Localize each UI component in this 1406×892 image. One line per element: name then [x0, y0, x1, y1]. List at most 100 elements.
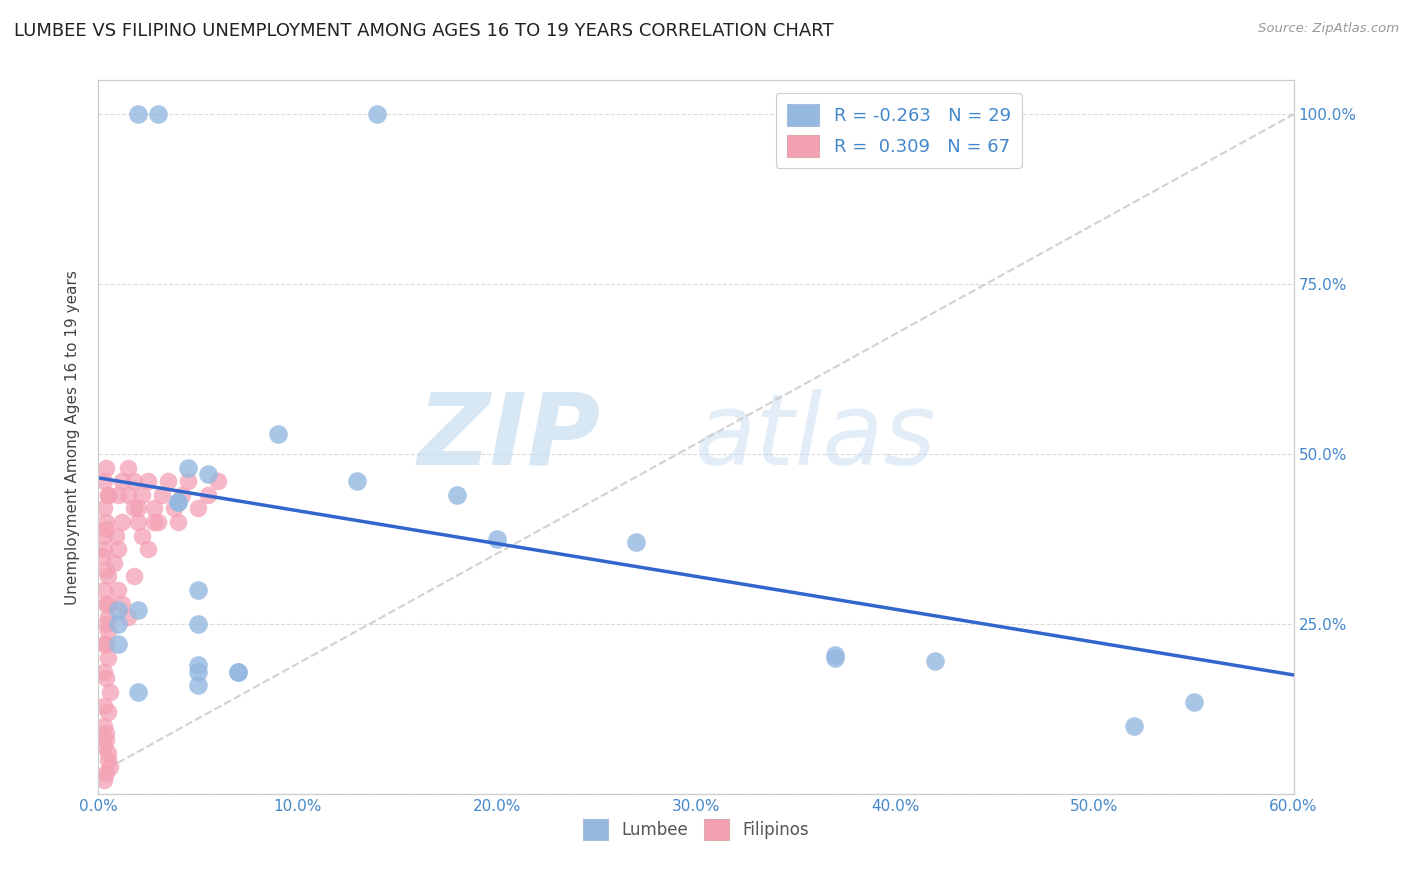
Point [93, 528, 115, 542]
Point [93, 475, 115, 489]
Point [93, 698, 115, 713]
Point [485, 532, 508, 546]
Point [96, 563, 118, 577]
Point [97, 488, 120, 502]
Point [150, 488, 173, 502]
Point [96, 671, 118, 685]
Point [167, 494, 190, 508]
Point [96, 460, 118, 475]
Point [93, 542, 115, 557]
Point [117, 610, 139, 624]
Point [96, 637, 118, 651]
Point [107, 542, 129, 557]
Point [96, 522, 118, 536]
Point [163, 501, 186, 516]
Point [626, 535, 648, 549]
Point [136, 542, 159, 557]
Point [107, 582, 129, 597]
Point [117, 460, 139, 475]
Point [91, 549, 114, 563]
Point [97, 746, 120, 760]
Point [226, 665, 249, 679]
Point [187, 617, 209, 632]
Point [187, 657, 209, 672]
Point [177, 475, 200, 489]
Point [124, 569, 146, 583]
Point [93, 773, 115, 788]
Point [1123, 719, 1146, 733]
Point [97, 488, 120, 502]
Point [1182, 695, 1205, 709]
Point [267, 426, 290, 441]
Point [127, 515, 149, 529]
Point [93, 739, 115, 754]
Point [111, 515, 134, 529]
Legend: Lumbee, Filipinos: Lumbee, Filipinos [576, 813, 815, 847]
Point [107, 603, 129, 617]
Y-axis label: Unemployment Among Ages 16 to 19 years: Unemployment Among Ages 16 to 19 years [65, 269, 80, 605]
Point [96, 725, 118, 739]
Point [127, 603, 149, 617]
Point [127, 107, 149, 121]
Point [103, 556, 125, 570]
Point [97, 569, 120, 583]
Point [148, 107, 170, 121]
Point [207, 475, 229, 489]
Point [97, 651, 120, 665]
Point [187, 678, 209, 692]
Point [143, 515, 166, 529]
Point [127, 501, 149, 516]
Text: LUMBEE VS FILIPINO UNEMPLOYMENT AMONG AGES 16 TO 19 YEARS CORRELATION CHART: LUMBEE VS FILIPINO UNEMPLOYMENT AMONG AG… [14, 22, 834, 40]
Point [187, 501, 209, 516]
Point [197, 467, 219, 482]
Point [93, 719, 115, 733]
Text: ZIP: ZIP [418, 389, 600, 485]
Point [127, 685, 149, 699]
Point [131, 528, 153, 542]
Point [924, 654, 946, 668]
Point [96, 617, 118, 632]
Point [98, 685, 122, 699]
Point [93, 665, 115, 679]
Point [124, 501, 146, 516]
Point [172, 488, 194, 502]
Point [197, 488, 219, 502]
Point [97, 624, 120, 638]
Point [446, 488, 468, 502]
Point [97, 597, 120, 611]
Point [131, 488, 153, 502]
Point [167, 515, 190, 529]
Point [93, 637, 115, 651]
Point [107, 488, 129, 502]
Point [111, 597, 134, 611]
Point [177, 460, 200, 475]
Point [824, 648, 846, 662]
Point [96, 597, 118, 611]
Point [143, 501, 166, 516]
Point [96, 515, 118, 529]
Point [93, 582, 115, 597]
Point [366, 107, 388, 121]
Point [105, 528, 128, 542]
Point [157, 475, 180, 489]
Point [187, 665, 209, 679]
Point [124, 475, 146, 489]
Point [136, 475, 159, 489]
Point [226, 665, 249, 679]
Point [98, 760, 122, 774]
Point [93, 501, 115, 516]
Point [187, 582, 209, 597]
Point [107, 617, 129, 632]
Text: atlas: atlas [695, 389, 936, 485]
Point [97, 706, 120, 720]
Point [346, 475, 368, 489]
Point [107, 637, 129, 651]
Point [167, 494, 190, 508]
Point [97, 610, 120, 624]
Point [111, 475, 134, 489]
Point [824, 651, 846, 665]
Point [96, 732, 118, 747]
Text: Source: ZipAtlas.com: Source: ZipAtlas.com [1258, 22, 1399, 36]
Point [148, 515, 170, 529]
Point [97, 753, 120, 767]
